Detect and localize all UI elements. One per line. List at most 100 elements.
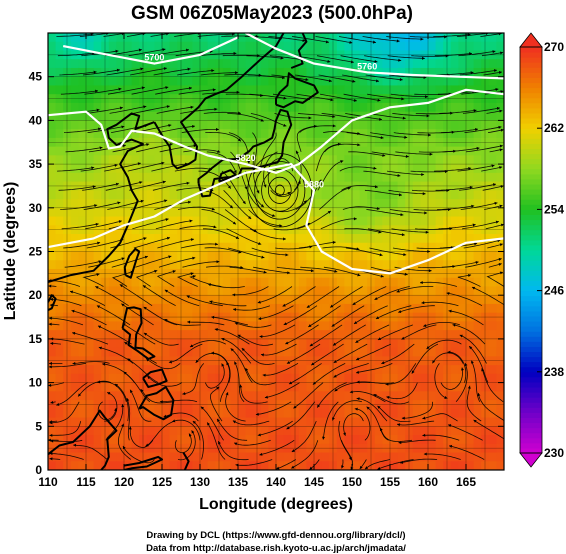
field-cell [298, 286, 307, 296]
field-cell [230, 452, 239, 462]
streamline-arrow [426, 346, 430, 349]
field-cell [397, 452, 406, 462]
field-cell [192, 94, 201, 104]
field-cell [253, 312, 262, 323]
streamline [164, 318, 201, 326]
field-cell [283, 137, 292, 148]
field-cell [329, 146, 338, 156]
field-cell [450, 234, 459, 244]
field-cell [215, 461, 224, 470]
streamline [88, 257, 125, 268]
field-cell [443, 234, 452, 244]
streamline-arrow [114, 408, 118, 412]
streamline [220, 361, 231, 402]
field-cell [352, 277, 361, 288]
field-cell [321, 443, 330, 454]
field-cell [177, 443, 186, 454]
field-cell [314, 67, 323, 78]
streamline-arrow [468, 166, 472, 171]
field-cell [63, 365, 72, 375]
field-cell [473, 102, 482, 113]
field-cell [108, 190, 117, 200]
field-cell [420, 461, 429, 470]
field-cell [374, 41, 383, 52]
field-cell [93, 286, 102, 296]
field-cell [78, 286, 87, 296]
field-cell [124, 225, 133, 235]
field-cell [108, 277, 117, 288]
field-cell [344, 190, 353, 200]
field-cell [283, 33, 292, 43]
y-tick-label: 10 [29, 376, 43, 390]
field-cell [336, 452, 345, 462]
field-cell [70, 417, 79, 427]
field-cell [352, 120, 361, 130]
field-cell [336, 199, 345, 209]
field-cell [428, 452, 437, 462]
field-cell [55, 102, 64, 113]
field-cell [55, 33, 64, 43]
streamline-arrow [212, 88, 216, 92]
field-cell [222, 242, 231, 253]
field-cell [298, 268, 307, 279]
field-cell [314, 408, 323, 419]
field-cell [200, 181, 209, 191]
field-cell [200, 225, 209, 235]
field-cell [352, 260, 361, 270]
field-cell [435, 137, 444, 148]
field-cell [466, 172, 475, 183]
field-cell [428, 400, 437, 410]
streamline [258, 305, 294, 320]
field-cell [283, 321, 292, 331]
field-cell [177, 85, 186, 95]
field-cell [443, 33, 452, 43]
field-cell [367, 155, 376, 165]
field-cell [48, 94, 57, 104]
field-cell [450, 199, 459, 209]
field-cell [283, 330, 292, 340]
field-cell [93, 33, 102, 43]
field-cell [230, 120, 239, 130]
field-cell [496, 321, 504, 331]
field-cell [245, 303, 254, 314]
field-cell [215, 251, 224, 261]
field-cell [268, 295, 277, 305]
field-cell [283, 251, 292, 261]
field-cell [276, 277, 285, 288]
field-cell [207, 111, 216, 121]
field-cell [321, 373, 330, 384]
field-cell [291, 330, 300, 340]
field-cell [108, 129, 117, 139]
field-cell [420, 373, 429, 384]
streamline [59, 71, 97, 76]
field-cell [481, 67, 490, 78]
field-cell [245, 426, 254, 436]
field-cell [146, 146, 155, 156]
field-cell [63, 382, 72, 392]
field-cell [268, 417, 277, 427]
field-cell [200, 461, 209, 470]
field-cell [443, 321, 452, 331]
field-cell [169, 251, 178, 261]
colorbar-segment [520, 315, 542, 322]
field-cell [367, 164, 376, 174]
field-cell [291, 102, 300, 113]
field-cell [306, 102, 315, 113]
field-cell [139, 172, 148, 183]
streamline-arrow [97, 325, 102, 329]
field-cell [443, 452, 452, 462]
field-cell [215, 199, 224, 209]
field-cell [215, 391, 224, 401]
field-cell [93, 199, 102, 209]
field-cell [405, 41, 414, 52]
colorbar-segment [520, 219, 542, 226]
field-cell [116, 268, 125, 279]
field-cell [352, 347, 361, 357]
field-cell [458, 102, 467, 113]
streamline [344, 227, 382, 233]
field-cell [367, 59, 376, 69]
field-cell [314, 172, 323, 183]
field-cell [260, 408, 269, 419]
colorbar-segment [520, 280, 542, 287]
field-cell [450, 286, 459, 296]
